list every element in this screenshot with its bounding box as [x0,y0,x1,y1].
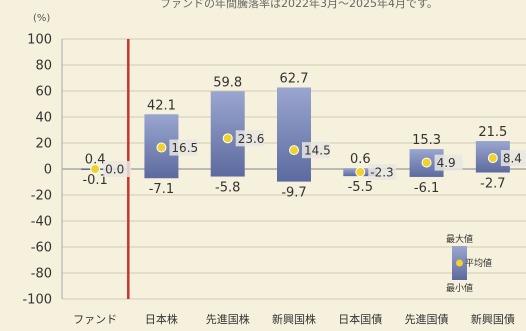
max-value-label: 59.8 [213,75,242,90]
min-value-label: -6.1 [414,181,439,196]
avg-dot [289,145,299,156]
y-tick-label: 80 [35,59,52,74]
min-value-label: -9.7 [281,186,306,201]
avg-value-label: 8.4 [503,152,522,166]
legend-min-label: 最小値 [446,282,473,294]
avg-value-label: 16.5 [171,141,198,155]
y-tick-label: 60 [35,85,52,100]
avg-dot [156,142,167,153]
avg-label-bg [434,154,463,171]
y-axis-unit: (%) [33,13,50,24]
avg-value-label: 23.6 [238,132,265,146]
min-value-label: -7.1 [149,182,174,197]
avg-dot [487,153,498,164]
range-bar [277,87,311,182]
max-value-label: 62.7 [280,71,309,86]
legend-avg-label: 平均値 [465,257,492,269]
avg-dot [355,166,366,177]
min-value-label: -5.8 [215,181,240,196]
avg-dot [90,164,101,174]
avg-value-label: 0.0 [105,163,124,177]
y-tick-label: 100 [27,33,52,48]
legend-avg-dot [456,259,463,267]
y-tick-label: 20 [35,137,52,152]
category-label: 新興国債 [471,312,515,326]
chart-title-fragment: ファンドの年間騰落率は2022年3月〜2025年4月です。 [160,0,438,10]
avg-label-bg [169,139,198,156]
max-value-label: 15.3 [412,133,441,148]
avg-label-bg [302,142,330,159]
y-tick-label: 40 [35,111,52,126]
avg-value-label: 14.5 [304,144,331,158]
avg-label-bg [368,163,397,180]
max-value-label: 0.6 [350,152,371,167]
category-label: 日本国債 [338,312,382,326]
max-value-label: 0.4 [85,152,106,167]
avg-label-bg [235,130,264,147]
category-label: 先進国株 [206,312,250,326]
avg-dot [222,133,233,144]
min-value-label: -5.5 [348,180,373,195]
avg-label-bg [103,161,132,177]
avg-label-bg [500,150,526,167]
y-tick-label: 0 [44,163,52,178]
min-value-label: -0.1 [82,173,107,188]
y-tick-label: -60 [31,241,52,256]
category-label: 新興国株 [272,312,316,326]
labels-layer: 0.4 -0.10.0 42.1 -7.1 16.5 59.8 -5.8 23.6 62.7 -9… [82,71,526,201]
max-value-label: 42.1 [147,98,176,113]
avg-value-label: 4.9 [437,156,456,170]
y-tick-label: -20 [31,189,52,204]
y-axis: 100 80 60 40 20 0 -20 -40 -60 -80 -100 [22,33,63,308]
category-label: ファンド [73,313,117,326]
avg-value-label: -2.3 [370,165,393,179]
y-tick-label: -40 [31,215,52,230]
category-label: 先進国債 [405,312,449,326]
y-tick-label: -80 [31,267,52,282]
min-value-label: -2.7 [480,177,505,192]
legend-max-label: 最大値 [446,233,473,245]
max-value-label: 21.5 [478,125,507,140]
category-label: 日本株 [145,312,178,326]
avg-dot [421,157,432,168]
y-tick-label: -100 [22,293,52,308]
x-axis: ファンド 日本株 先進国株 新興国株 日本国債 先進国債 新興国債 [73,312,515,326]
